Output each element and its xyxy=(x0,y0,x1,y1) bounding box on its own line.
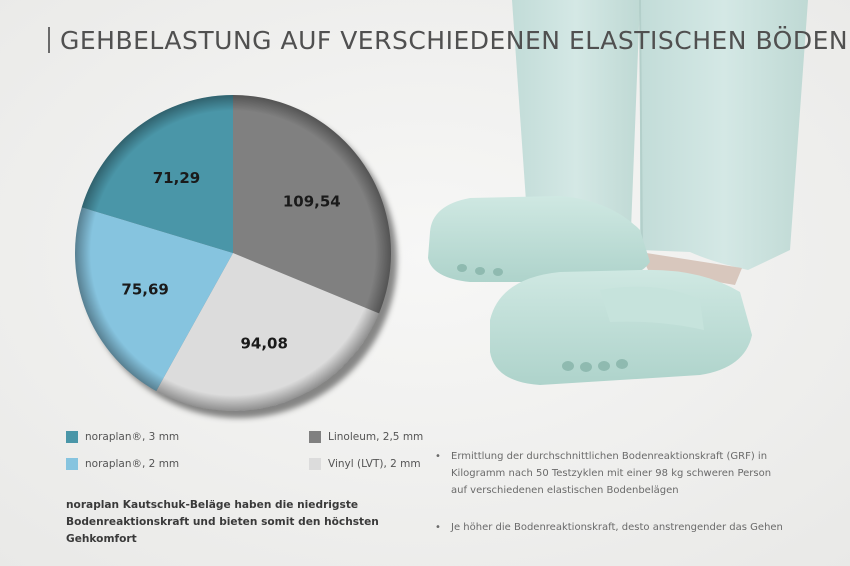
legend-swatch xyxy=(66,458,78,470)
legend-item-noraplan-3mm: noraplan®, 3 mm xyxy=(66,429,179,445)
title-accent-bar xyxy=(48,27,50,53)
pie-data-label: 71,29 xyxy=(153,169,200,187)
method-note-text: Je höher die Bodenreaktionskraft, desto … xyxy=(451,522,783,533)
method-note-text: Ermittlung der durchschnittlichen Bodenr… xyxy=(451,451,772,496)
bullet-dot: • xyxy=(435,522,441,533)
bullet-dot: • xyxy=(435,451,441,462)
legend-swatch xyxy=(66,431,78,443)
trouser-leg-left xyxy=(512,0,640,258)
legend-item-noraplan-2mm: noraplan®, 2 mm xyxy=(66,456,179,472)
legend-item-vinyl: Vinyl (LVT), 2 mm xyxy=(309,456,421,472)
chart-title-text: GEHBELASTUNG AUF VERSCHIEDENEN ELASTISCH… xyxy=(60,26,849,55)
method-note-item: • Ermittlung der durchschnittlichen Bode… xyxy=(435,448,785,499)
chart-title: GEHBELASTUNG AUF VERSCHIEDENEN ELASTISCH… xyxy=(48,26,848,55)
legend-swatch xyxy=(309,458,321,470)
legend-label: Linoleum, 2,5 mm xyxy=(328,431,424,443)
legend-label: noraplan®, 3 mm xyxy=(85,431,180,443)
summary-note: noraplan Kautschuk-Beläge haben die nied… xyxy=(66,499,379,545)
method-notes: • Ermittlung der durchschnittlichen Bode… xyxy=(435,448,785,536)
legend-label: Vinyl (LVT), 2 mm xyxy=(328,458,421,470)
pie-data-label: 94,08 xyxy=(240,335,287,353)
method-note-item: • Je höher die Bodenreaktionskraft, dest… xyxy=(435,519,785,536)
legend-label: noraplan®, 2 mm xyxy=(85,458,180,470)
trouser-leg-right xyxy=(640,0,808,270)
legend-item-linoleum: Linoleum, 2,5 mm xyxy=(309,429,423,445)
pie-data-label: 109,54 xyxy=(283,192,341,210)
pie-data-label: 75,69 xyxy=(121,281,168,299)
pie-rim xyxy=(75,95,391,411)
legend-swatch xyxy=(309,431,321,443)
clog-left xyxy=(428,196,650,282)
